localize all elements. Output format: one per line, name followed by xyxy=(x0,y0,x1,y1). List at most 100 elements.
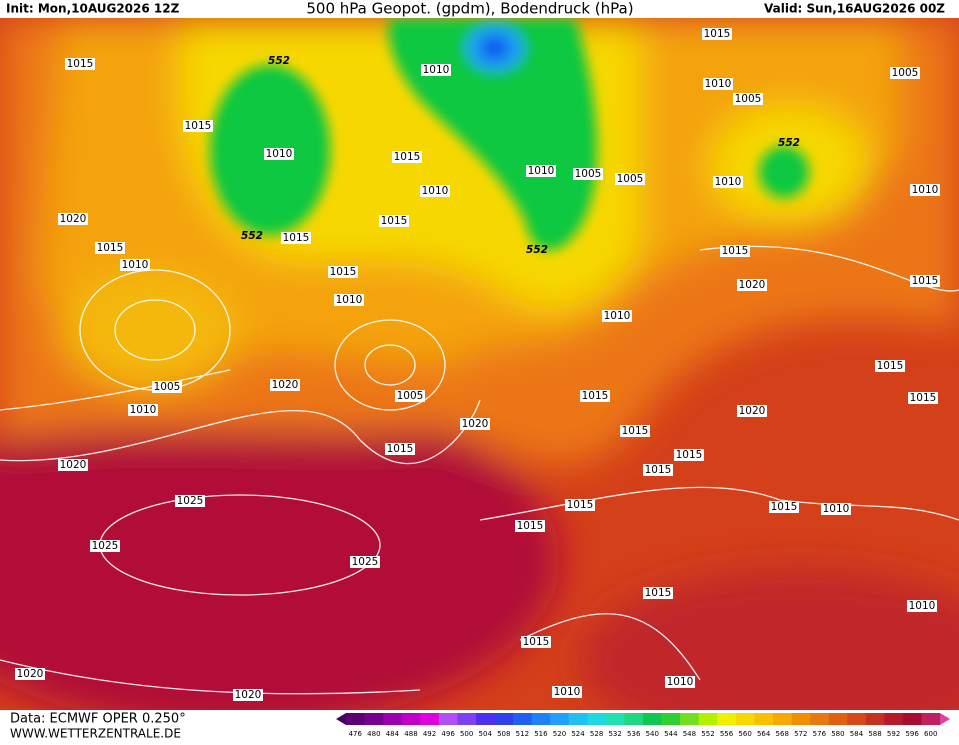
isobar-label: 1020 xyxy=(739,405,766,417)
colorbar-swatch xyxy=(438,713,458,725)
colorbar-label: 552 xyxy=(701,730,714,738)
colorbar-swatch xyxy=(550,713,570,725)
isobar-label: 1010 xyxy=(528,165,555,177)
isobar-label: 1010 xyxy=(705,78,732,90)
isobar-label: 1020 xyxy=(60,459,87,471)
colorbar-swatch xyxy=(735,713,755,725)
colorbar-swatch xyxy=(457,713,477,725)
colorbar-label: 508 xyxy=(497,730,510,738)
isobar-label-box xyxy=(264,148,294,160)
isobar-label: 1010 xyxy=(912,184,939,196)
colorbar-swatch xyxy=(772,713,792,725)
colorbar-label: 488 xyxy=(404,730,417,738)
colorbar-label: 484 xyxy=(386,730,400,738)
colorbar-label: 544 xyxy=(664,730,678,738)
isobar-label: 1025 xyxy=(92,540,119,552)
isobar-label: 1005 xyxy=(154,381,181,393)
isobar-label-box xyxy=(233,689,263,701)
isobar-label-box xyxy=(421,64,451,76)
colorbar-swatch xyxy=(401,713,421,725)
isobar-label: 1015 xyxy=(394,151,421,163)
isobar-label: 1010 xyxy=(909,600,936,612)
colorbar-label: 524 xyxy=(571,730,585,738)
colorbar-label: 540 xyxy=(646,730,659,738)
isobar-label-box xyxy=(175,495,205,507)
height-contour-label: 552 xyxy=(778,137,800,149)
isobar-label-box xyxy=(907,600,937,612)
colorbar-label: 480 xyxy=(367,730,380,738)
colorbar-swatch xyxy=(661,713,681,725)
isobar-label-box xyxy=(128,404,158,416)
isobar-label-box xyxy=(908,392,938,404)
colorbar-label: 528 xyxy=(590,730,603,738)
isobar-label-box xyxy=(703,78,733,90)
height-contour-label: 552 xyxy=(268,55,290,67)
map-field xyxy=(0,18,959,710)
colorbar-swatch xyxy=(921,713,941,725)
colorbar-label: 520 xyxy=(553,730,566,738)
isobar-label: 1020 xyxy=(17,668,44,680)
isobar-label: 1015 xyxy=(567,499,594,511)
isobar-label: 1015 xyxy=(912,275,939,287)
isobar-label-box xyxy=(281,232,311,244)
isobar-label-box xyxy=(460,418,490,430)
isobar-label-box xyxy=(420,185,450,197)
isobar-label-box xyxy=(379,215,409,227)
isobar-label: 1020 xyxy=(462,418,489,430)
init-time: Init: Mon,10AUG2026 12Z xyxy=(6,2,180,16)
website: WWW.WETTERZENTRALE.DE xyxy=(10,727,181,741)
colorbar-swatch xyxy=(513,713,533,725)
isobar-label-box xyxy=(395,390,425,402)
colorbar-swatch xyxy=(698,713,718,725)
isobar-label-box xyxy=(620,425,650,437)
isobar-label: 1010 xyxy=(130,404,157,416)
colorbar-swatch xyxy=(420,713,440,725)
isobar-label: 1010 xyxy=(604,310,631,322)
isobar-label: 1015 xyxy=(523,636,550,648)
isobar-label-box xyxy=(65,58,95,70)
isobar-label: 1015 xyxy=(381,215,408,227)
isobar-label-box xyxy=(526,165,556,177)
isobar-label-box xyxy=(95,242,125,254)
isobar-label-box xyxy=(152,381,182,393)
isobar-label-box xyxy=(737,279,767,291)
isobar-label-box xyxy=(720,245,750,257)
isobar-label-box xyxy=(515,520,545,532)
colorbar-label: 548 xyxy=(683,730,696,738)
colorbar-label: 592 xyxy=(887,730,900,738)
isobar-label: 1015 xyxy=(185,120,212,132)
isobar-label-box xyxy=(713,176,743,188)
isobar-label: 1015 xyxy=(676,449,703,461)
colorbar-swatch xyxy=(828,713,848,725)
header-bar xyxy=(0,0,959,18)
colorbar-swatch xyxy=(847,713,867,725)
isobar-label: 1005 xyxy=(617,173,644,185)
colorbar-right-arrow xyxy=(940,713,950,725)
colorbar-label: 572 xyxy=(794,730,807,738)
colorbar-label: 556 xyxy=(720,730,734,738)
isobar-label: 1015 xyxy=(877,360,904,372)
isobar-labels: 1015 1015 1010 552 552 1015 1020 1015 1010 1015 10… xyxy=(15,28,940,701)
isobar-label: 1015 xyxy=(910,392,937,404)
isobar-label: 1010 xyxy=(554,686,581,698)
map-title: 500 hPa Geopot. (gpdm), Bodendruck (hPa) xyxy=(306,0,633,18)
colorbar-swatch xyxy=(587,713,607,725)
isobar-label-box xyxy=(665,676,695,688)
isobar-label: 1015 xyxy=(582,390,609,402)
isobar-label-box xyxy=(15,668,45,680)
isobar-label: 1020 xyxy=(739,279,766,291)
isobar-label-box xyxy=(58,459,88,471)
isobar-label-box xyxy=(875,360,905,372)
isobar-label-box xyxy=(737,405,767,417)
isobar-label-box xyxy=(769,501,799,513)
isobar-label-box xyxy=(90,540,120,552)
colorbar-swatch xyxy=(717,713,737,725)
colorbar-swatch xyxy=(754,713,774,725)
isobar-label: 1015 xyxy=(67,58,94,70)
isobar-label-box xyxy=(392,151,422,163)
isobar-label: 1015 xyxy=(283,232,310,244)
isobar-label-box xyxy=(521,636,551,648)
isobar-label-box xyxy=(328,266,358,278)
isobar-label-box xyxy=(580,390,610,402)
